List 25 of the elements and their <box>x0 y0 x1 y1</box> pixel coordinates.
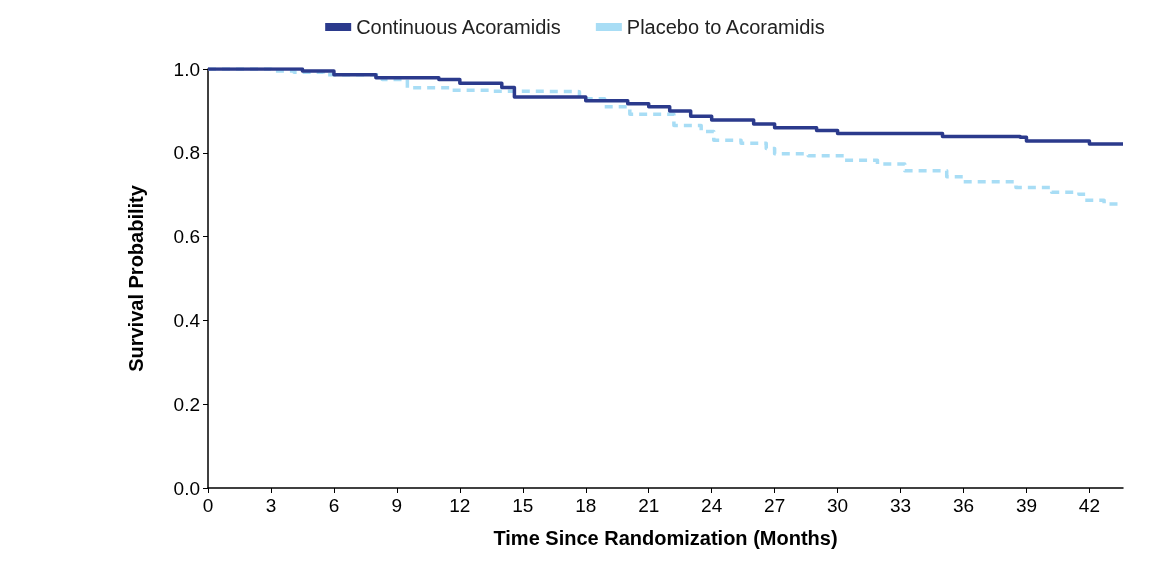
x-tick-label: 9 <box>391 495 403 516</box>
x-tick-label: 30 <box>827 495 849 516</box>
y-tick-label: 0.6 <box>173 226 200 248</box>
y-tick-label: 0.2 <box>173 393 200 415</box>
x-tick-label: 3 <box>265 495 277 516</box>
x-tick-label: 0 <box>202 495 214 516</box>
y-tick-label: 0.0 <box>173 477 200 499</box>
x-tick-label: 12 <box>449 495 471 516</box>
x-tick-label: 18 <box>575 495 597 516</box>
x-tick-label: 6 <box>328 495 340 516</box>
x-axis-title: Time Since Randomization (Months) <box>493 527 838 549</box>
y-tick-label: 1.0 <box>173 58 200 80</box>
x-tick-label: 15 <box>512 495 534 516</box>
x-tick-label: 27 <box>764 495 786 516</box>
x-tick-label: 24 <box>701 495 723 516</box>
y-tick-label: 0.8 <box>173 142 200 164</box>
legend-label: Placebo to Acoramidis <box>626 16 825 38</box>
x-tick-label: 42 <box>1078 495 1100 516</box>
x-tick-label: 36 <box>952 495 975 516</box>
y-tick-label: 0.4 <box>173 309 201 331</box>
x-tick-label: 39 <box>1015 495 1038 516</box>
x-tick-label: 33 <box>889 495 912 516</box>
x-tick-label: 21 <box>638 495 660 516</box>
legend-label: Continuous Acoramidis <box>356 16 561 38</box>
y-axis-title: Survival Probability <box>125 184 147 372</box>
